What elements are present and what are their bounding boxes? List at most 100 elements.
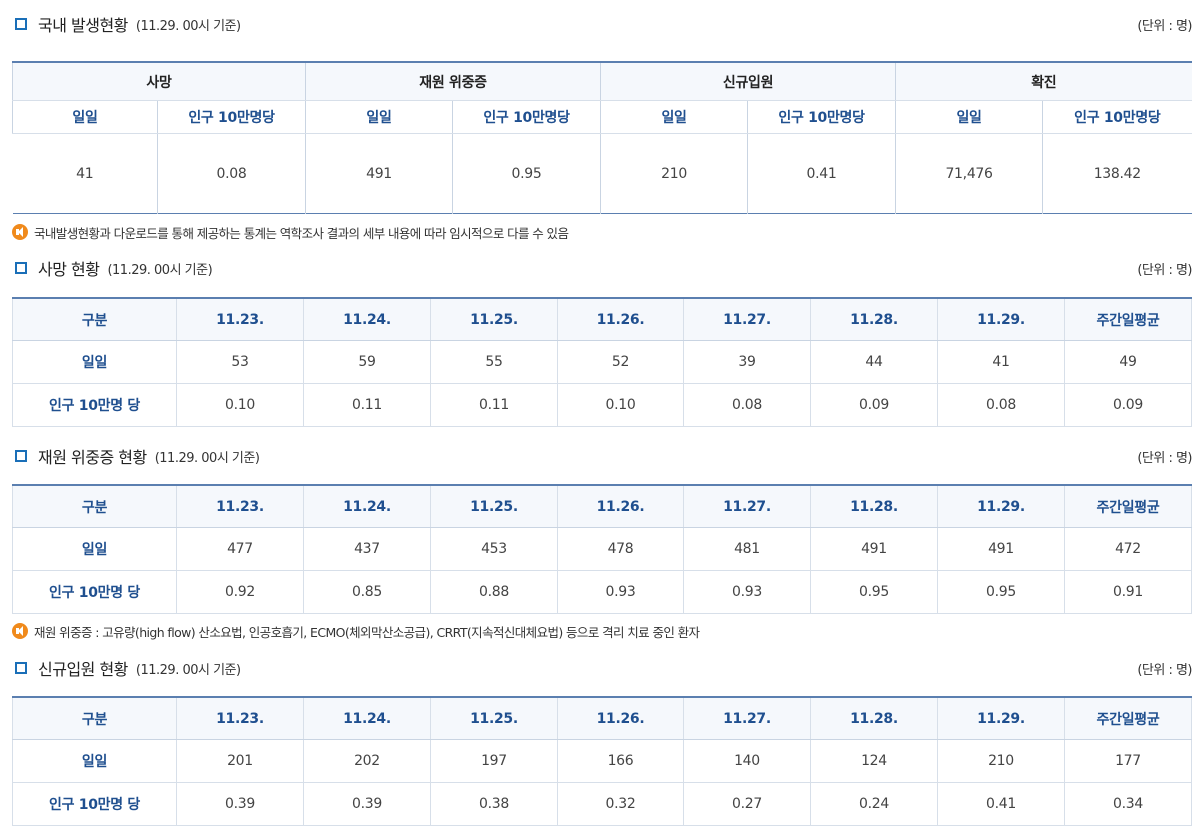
- subheader: 일일: [12, 100, 158, 134]
- table-cell: 478: [557, 527, 684, 571]
- table-cell: 0.11: [303, 383, 431, 427]
- overview-note-text: 국내발생현황과 다운로드를 통해 제공하는 통계는 역학조사 결과의 세부 내용…: [34, 225, 569, 241]
- table-cell: 177: [1064, 739, 1192, 783]
- table-cell: 39: [683, 340, 811, 384]
- admissions-table: 구분 11.23. 11.24. 11.25. 11.26. 11.27. 11…: [12, 696, 1192, 826]
- critical-unit: (단위 : 명): [1137, 450, 1192, 466]
- critical-basis: (11.29. 00시 기준): [154, 450, 260, 466]
- overview-title: 국내 발생현황: [38, 16, 128, 35]
- table-cell: 53: [176, 340, 304, 384]
- table-cell: 491: [937, 527, 1065, 571]
- column-header: 11.27.: [683, 298, 811, 341]
- row-label: 인구 10만명 당: [12, 782, 177, 826]
- column-header: 11.27.: [683, 485, 811, 528]
- deaths-header: 사망 현황 (11.29. 00시 기준) (단위 : 명): [12, 256, 1192, 280]
- column-header: 11.28.: [810, 697, 938, 740]
- row-label: 인구 10만명 당: [12, 570, 177, 614]
- deaths-table: 구분 11.23. 11.24. 11.25. 11.26. 11.27. 11…: [12, 297, 1192, 427]
- group-header-admissions: 신규입원: [600, 62, 896, 101]
- column-header: 11.24.: [303, 485, 431, 528]
- group-header-critical: 재원 위중증: [305, 62, 601, 101]
- table-row: 일일 53 59 55 52 39 44 41 49: [12, 340, 1192, 384]
- table-cell: 491: [810, 527, 938, 571]
- subheader: 인구 10만명당: [1042, 100, 1192, 134]
- table-cell: 472: [1064, 527, 1192, 571]
- column-header: 11.28.: [810, 298, 938, 341]
- table-row: 인구 10만명 당 0.92 0.85 0.88 0.93 0.93 0.95 …: [12, 570, 1192, 614]
- table-cell: 0.09: [1064, 383, 1192, 427]
- table-cell: 197: [430, 739, 558, 783]
- table-cell: 437: [303, 527, 431, 571]
- critical-note-text: 재원 위중증 : 고유량(high flow) 산소요법, 인공호흡기, ECM…: [34, 624, 700, 640]
- table-cell: 124: [810, 739, 938, 783]
- column-header: 11.25.: [430, 485, 558, 528]
- table-row: 일일 201 202 197 166 140 124 210 177: [12, 739, 1192, 783]
- overview-basis: (11.29. 00시 기준): [135, 18, 241, 34]
- table-cell: 0.27: [683, 782, 811, 826]
- table-cell: 52: [557, 340, 684, 384]
- table-cell: 201: [176, 739, 304, 783]
- table-cell: 0.10: [557, 383, 684, 427]
- column-header: 11.29.: [937, 697, 1065, 740]
- column-header: 11.26.: [557, 697, 684, 740]
- table-cell: 202: [303, 739, 431, 783]
- admissions-header: 신규입원 현황 (11.29. 00시 기준) (단위 : 명): [12, 656, 1192, 680]
- deaths-unit: (단위 : 명): [1137, 262, 1192, 278]
- table-cell: 210: [937, 739, 1065, 783]
- overview-group-row: 사망 재원 위중증 신규입원 확진: [11, 62, 1192, 101]
- critical-header: 재원 위중증 현황 (11.29. 00시 기준) (단위 : 명): [12, 444, 1192, 468]
- deaths-header-row: 구분 11.23. 11.24. 11.25. 11.26. 11.27. 11…: [12, 298, 1192, 341]
- column-header: 11.24.: [303, 298, 431, 341]
- table-cell: 0.95: [810, 570, 938, 614]
- subheader: 인구 10만명당: [156, 100, 306, 134]
- table-cell: 0.10: [176, 383, 304, 427]
- table-cell: 49: [1064, 340, 1192, 384]
- table-cell: 0.92: [176, 570, 304, 614]
- table-cell: 41: [937, 340, 1065, 384]
- table-cell: 59: [303, 340, 431, 384]
- value-cell: 0.95: [452, 133, 601, 214]
- admissions-header-row: 구분 11.23. 11.24. 11.25. 11.26. 11.27. 11…: [12, 697, 1192, 740]
- table-cell: 0.08: [683, 383, 811, 427]
- table-cell: 0.39: [176, 782, 304, 826]
- row-label: 인구 10만명 당: [12, 383, 177, 427]
- table-cell: 0.08: [937, 383, 1065, 427]
- column-header: 주간일평균: [1064, 298, 1192, 341]
- value-cell: 0.08: [156, 133, 306, 214]
- column-header: 11.27.: [683, 697, 811, 740]
- critical-header-row: 구분 11.23. 11.24. 11.25. 11.26. 11.27. 11…: [12, 485, 1192, 528]
- table-cell: 0.24: [810, 782, 938, 826]
- column-header: 11.25.: [430, 697, 558, 740]
- row-label: 일일: [12, 527, 177, 571]
- table-cell: 166: [557, 739, 684, 783]
- column-header: 주간일평균: [1064, 485, 1192, 528]
- subheader: 일일: [305, 100, 453, 134]
- speaker-icon: [12, 623, 28, 639]
- value-cell: 210: [600, 133, 748, 214]
- square-bullet-icon: [15, 450, 27, 462]
- critical-title: 재원 위중증 현황: [38, 448, 147, 467]
- table-row: 일일 477 437 453 478 481 491 491 472: [12, 527, 1192, 571]
- value-cell: 71,476: [895, 133, 1043, 214]
- square-bullet-icon: [15, 18, 27, 30]
- table-cell: 0.32: [557, 782, 684, 826]
- column-header: 구분: [12, 485, 177, 528]
- column-header: 11.23.: [176, 298, 304, 341]
- table-cell: 44: [810, 340, 938, 384]
- subheader: 인구 10만명당: [452, 100, 601, 134]
- table-cell: 0.93: [557, 570, 684, 614]
- column-header: 11.28.: [810, 485, 938, 528]
- table-cell: 477: [176, 527, 304, 571]
- table-cell: 0.95: [937, 570, 1065, 614]
- column-header: 11.26.: [557, 298, 684, 341]
- table-row: 인구 10만명 당 0.39 0.39 0.38 0.32 0.27 0.24 …: [12, 782, 1192, 826]
- overview-value-row: 41 0.08 491 0.95 210 0.41 71,476 138.42: [13, 133, 1192, 214]
- speaker-icon: [12, 224, 28, 240]
- table-cell: 0.41: [937, 782, 1065, 826]
- overview-note: 국내발생현황과 다운로드를 통해 제공하는 통계는 역학조사 결과의 세부 내용…: [12, 223, 569, 241]
- overview-unit: (단위 : 명): [1137, 18, 1192, 34]
- column-header: 주간일평균: [1064, 697, 1192, 740]
- overview-subheader-row: 일일 인구 10만명당 일일 인구 10만명당 일일 인구 10만명당 일일 인…: [12, 100, 1192, 134]
- column-header: 11.24.: [303, 697, 431, 740]
- table-cell: 0.09: [810, 383, 938, 427]
